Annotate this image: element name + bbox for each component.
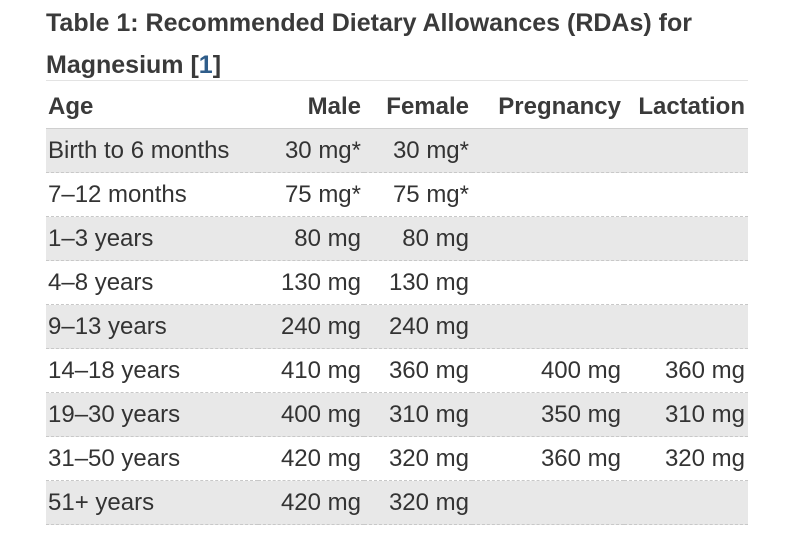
cell-age: 9–13 years xyxy=(46,304,258,349)
cell-pregnancy xyxy=(472,304,624,349)
table-row: 7–12 months 75 mg* 75 mg* xyxy=(46,172,748,217)
cell-age: 51+ years xyxy=(46,480,258,525)
cell-male: 420 mg xyxy=(258,436,364,481)
cell-lactation xyxy=(624,172,748,217)
cell-pregnancy: 400 mg xyxy=(472,348,624,393)
table-row: Birth to 6 months 30 mg* 30 mg* xyxy=(46,128,748,173)
cell-age: 31–50 years xyxy=(46,436,258,481)
cell-pregnancy xyxy=(472,260,624,305)
table-row: 4–8 years 130 mg 130 mg xyxy=(46,260,748,305)
table-caption: Table 1: Recommended Dietary Allowances … xyxy=(46,2,766,86)
header-pregnancy: Pregnancy xyxy=(472,85,624,129)
table-row: 1–3 years 80 mg 80 mg xyxy=(46,216,748,261)
rda-table: Age Male Female Pregnancy Lactation Birt… xyxy=(46,85,748,525)
cell-lactation: 320 mg xyxy=(624,436,748,481)
cell-age: 14–18 years xyxy=(46,348,258,393)
cell-pregnancy xyxy=(472,216,624,261)
table-body: Birth to 6 months 30 mg* 30 mg* 7–12 months… xyxy=(46,128,748,525)
cell-lactation xyxy=(624,260,748,305)
cell-lactation xyxy=(624,128,748,173)
cell-lactation xyxy=(624,480,748,525)
cell-pregnancy xyxy=(472,480,624,525)
cell-age: Birth to 6 months xyxy=(46,128,258,173)
header-male: Male xyxy=(258,85,364,129)
cell-lactation: 360 mg xyxy=(624,348,748,393)
header-age: Age xyxy=(46,85,258,129)
cell-male: 400 mg xyxy=(258,392,364,437)
cell-male: 80 mg xyxy=(258,216,364,261)
reference-link[interactable]: 1 xyxy=(198,51,213,79)
cell-female: 30 mg* xyxy=(364,128,472,173)
cell-age: 19–30 years xyxy=(46,392,258,437)
table-row: 31–50 years 420 mg 320 mg 360 mg 320 mg xyxy=(46,436,748,481)
cell-age: 7–12 months xyxy=(46,172,258,217)
header-lactation: Lactation xyxy=(624,85,748,129)
cell-female: 80 mg xyxy=(364,216,472,261)
cell-female: 310 mg xyxy=(364,392,472,437)
cell-lactation: 310 mg xyxy=(624,392,748,437)
table-row: 51+ years 420 mg 320 mg xyxy=(46,480,748,525)
cell-age: 4–8 years xyxy=(46,260,258,305)
cell-female: 240 mg xyxy=(364,304,472,349)
cell-female: 320 mg xyxy=(364,480,472,525)
cell-pregnancy: 360 mg xyxy=(472,436,624,481)
table-row: 14–18 years 410 mg 360 mg 400 mg 360 mg xyxy=(46,348,748,393)
caption-text: Table 1: Recommended Dietary Allowances … xyxy=(46,9,692,79)
cell-lactation xyxy=(624,304,748,349)
cell-age: 1–3 years xyxy=(46,216,258,261)
cell-female: 130 mg xyxy=(364,260,472,305)
cell-male: 410 mg xyxy=(258,348,364,393)
cell-pregnancy: 350 mg xyxy=(472,392,624,437)
cell-pregnancy xyxy=(472,128,624,173)
caption-close-bracket: ] xyxy=(212,51,222,79)
cell-female: 75 mg* xyxy=(364,172,472,217)
cell-male: 420 mg xyxy=(258,480,364,525)
table-row: 19–30 years 400 mg 310 mg 350 mg 310 mg xyxy=(46,392,748,437)
cell-female: 320 mg xyxy=(364,436,472,481)
header-female: Female xyxy=(364,85,472,129)
cell-male: 130 mg xyxy=(258,260,364,305)
header-row: Age Male Female Pregnancy Lactation xyxy=(46,85,748,129)
table-row: 9–13 years 240 mg 240 mg xyxy=(46,304,748,349)
cell-male: 240 mg xyxy=(258,304,364,349)
cell-male: 75 mg* xyxy=(258,172,364,217)
cell-pregnancy xyxy=(472,172,624,217)
cell-male: 30 mg* xyxy=(258,128,364,173)
caption-divider xyxy=(46,80,748,81)
cell-lactation xyxy=(624,216,748,261)
cell-female: 360 mg xyxy=(364,348,472,393)
